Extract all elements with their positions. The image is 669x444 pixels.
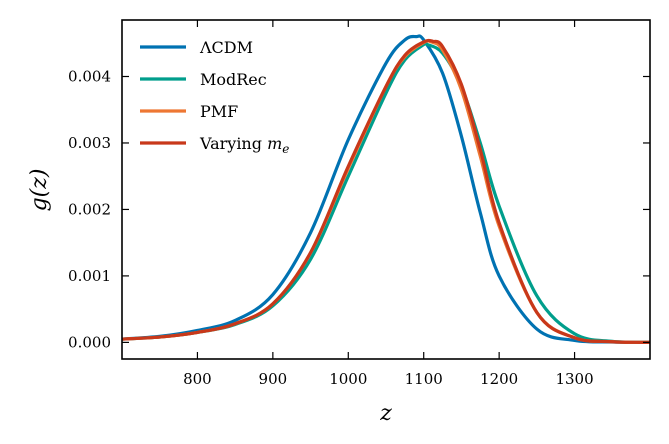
x-tick-label: 1100 <box>405 370 443 388</box>
x-tick-label: 1300 <box>555 370 593 388</box>
y-tick-label: 0.004 <box>68 68 111 86</box>
series-layer <box>122 34 650 344</box>
x-axis-title: z <box>379 401 392 426</box>
x-tick-label: 900 <box>259 370 288 388</box>
x-tick-label: 1200 <box>480 370 518 388</box>
legend-label-2: PMF <box>200 102 238 121</box>
y-tick-label: 0.001 <box>68 267 111 285</box>
ticks-layer <box>122 20 650 359</box>
series-line-3 <box>122 38 650 344</box>
y-tick-label: 0.002 <box>68 200 111 218</box>
labels-layer: 800 900 1000 1100 1200 1300 0.000 0.001 0.002 0.0… <box>68 68 594 389</box>
plot-frame <box>121 19 651 360</box>
legend-label-1: ModRec <box>200 70 267 89</box>
y-tick-label: 0.000 <box>68 333 111 351</box>
legend: ΛCDM ModRec PMF Varying me <box>140 38 289 156</box>
y-axis-title: g(z) <box>27 169 52 212</box>
y-tick-label: 0.003 <box>68 134 111 152</box>
x-tick-label: 1000 <box>329 370 367 388</box>
series-line-0 <box>122 34 650 344</box>
x-tick-label: 800 <box>183 370 212 388</box>
legend-label-3: Varying me <box>199 134 289 156</box>
legend-label-0: ΛCDM <box>199 38 253 57</box>
